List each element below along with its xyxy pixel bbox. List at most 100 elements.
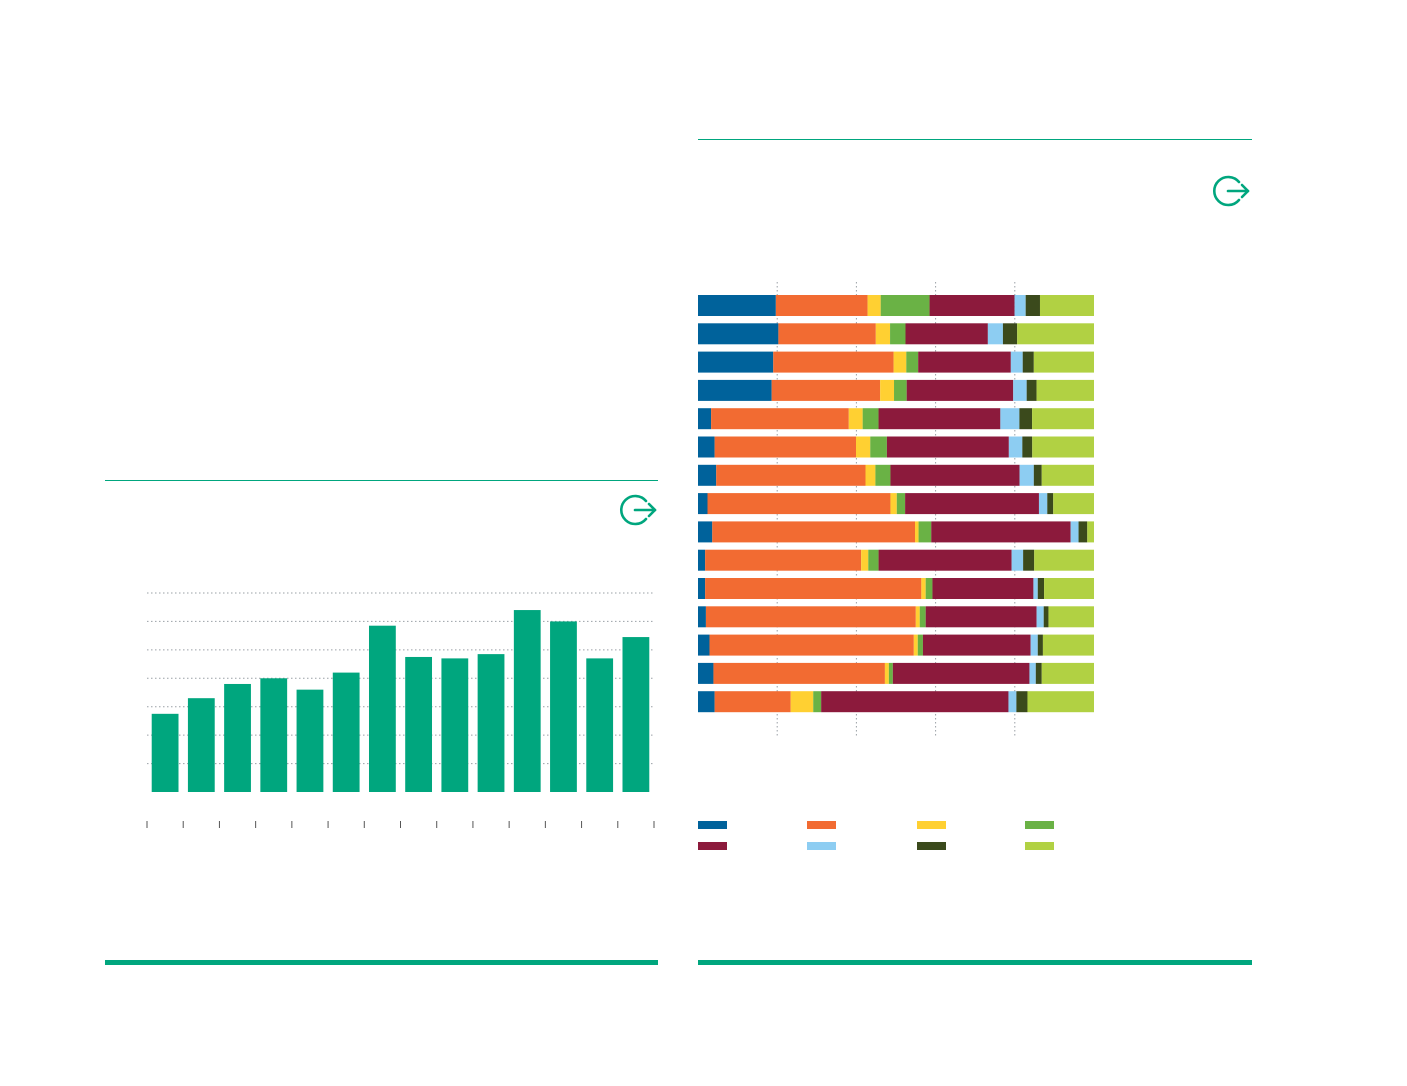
bar-segment — [894, 379, 907, 401]
legend-swatch — [807, 821, 836, 829]
bar-segment — [1023, 549, 1035, 571]
bar-segment — [1037, 634, 1043, 656]
bar — [622, 637, 650, 792]
bar — [260, 678, 288, 792]
bar-segment — [905, 323, 988, 345]
bar-segment — [1032, 408, 1094, 430]
bar-segment — [698, 379, 772, 401]
bar-segment — [1022, 351, 1034, 373]
left-export-button[interactable] — [619, 490, 659, 530]
bar-segment — [698, 493, 708, 515]
bar — [405, 656, 433, 792]
bar-segment — [884, 662, 889, 684]
bar-segment — [875, 464, 891, 486]
bar-segment — [698, 662, 714, 684]
bar-segment — [921, 578, 926, 599]
bar-segment — [892, 662, 1030, 684]
bar-segment — [861, 549, 869, 571]
bar-segment — [1070, 521, 1079, 543]
left-panel-top-rule — [105, 480, 658, 481]
bar-segment — [698, 408, 712, 430]
right-panel-top-rule — [698, 139, 1252, 140]
bar-segment — [1043, 606, 1049, 628]
bar-segment — [918, 521, 932, 543]
bar-segment — [1014, 295, 1026, 316]
bar-segment — [1030, 634, 1038, 656]
bar-segment — [906, 351, 919, 373]
bar-segment — [698, 691, 715, 713]
bar-segment — [1013, 379, 1027, 401]
bar-segment — [773, 351, 894, 373]
bar-segment — [890, 323, 906, 345]
legend-swatch — [1025, 821, 1054, 829]
legend-swatch — [917, 842, 946, 850]
bar-segment — [1038, 493, 1048, 515]
bar-segment — [987, 323, 1003, 345]
bar-segment — [714, 436, 857, 458]
bar-segment — [925, 578, 933, 599]
bar-segment — [1048, 606, 1094, 628]
bar — [187, 698, 215, 792]
bar-segment — [880, 379, 895, 401]
bar-segment — [1039, 295, 1094, 316]
bar — [151, 713, 179, 792]
bar-segment — [931, 521, 1071, 543]
bar-segment — [698, 549, 706, 571]
bar — [550, 621, 577, 792]
bar-segment — [1019, 464, 1034, 486]
bar-segment — [1011, 549, 1024, 571]
bar-segment — [875, 323, 891, 345]
bar-segment — [716, 464, 866, 486]
bar-segment — [1010, 351, 1023, 373]
bar-segment — [1047, 493, 1054, 515]
bar-segment — [1033, 351, 1094, 373]
bar-segment — [917, 634, 923, 656]
bar-segment — [913, 634, 918, 656]
bar-segment — [1041, 464, 1094, 486]
bar-segment — [915, 606, 920, 628]
bar-segment — [878, 549, 1012, 571]
bar-segment — [1000, 408, 1020, 430]
bar-segment — [880, 295, 930, 316]
bar-segment — [790, 691, 814, 713]
bar-segment — [922, 634, 1031, 656]
legend-swatch — [698, 842, 727, 850]
bar-segment — [778, 323, 876, 345]
bar-segment — [1036, 606, 1044, 628]
legend-swatch — [698, 821, 727, 829]
bar-segment — [1026, 379, 1037, 401]
bar-segment — [1042, 634, 1094, 656]
bar-segment — [1017, 323, 1094, 345]
left-panel-bottom-rule — [105, 960, 658, 965]
bar-segment — [714, 691, 791, 713]
bar-segment — [1033, 578, 1038, 599]
bar-segment — [1041, 662, 1094, 684]
bar-segment — [886, 436, 1009, 458]
bar-segment — [1008, 436, 1023, 458]
bar-segment — [713, 662, 885, 684]
right-panel-bottom-rule — [698, 960, 1252, 965]
bar-segment — [896, 493, 906, 515]
bar — [586, 658, 614, 792]
bar-segment — [1002, 323, 1018, 345]
bar-segment — [915, 521, 919, 543]
bar-segment — [905, 493, 1039, 515]
bar-segment — [888, 662, 893, 684]
export-icon — [1212, 175, 1250, 207]
bar-segment — [698, 295, 776, 316]
bar-segment — [919, 606, 926, 628]
bar-segment — [865, 464, 876, 486]
bar-segment — [698, 634, 710, 656]
bar — [332, 672, 360, 792]
bar-segment — [1008, 691, 1017, 713]
bar-segment — [1037, 578, 1045, 599]
bar-segment — [705, 606, 916, 628]
bar-segment — [878, 408, 1001, 430]
bar-segment — [1033, 464, 1042, 486]
right-export-button[interactable] — [1212, 171, 1252, 211]
bar-segment — [848, 408, 863, 430]
bar-segment — [771, 379, 881, 401]
legend-swatch — [917, 821, 946, 829]
bar-segment — [712, 521, 916, 543]
